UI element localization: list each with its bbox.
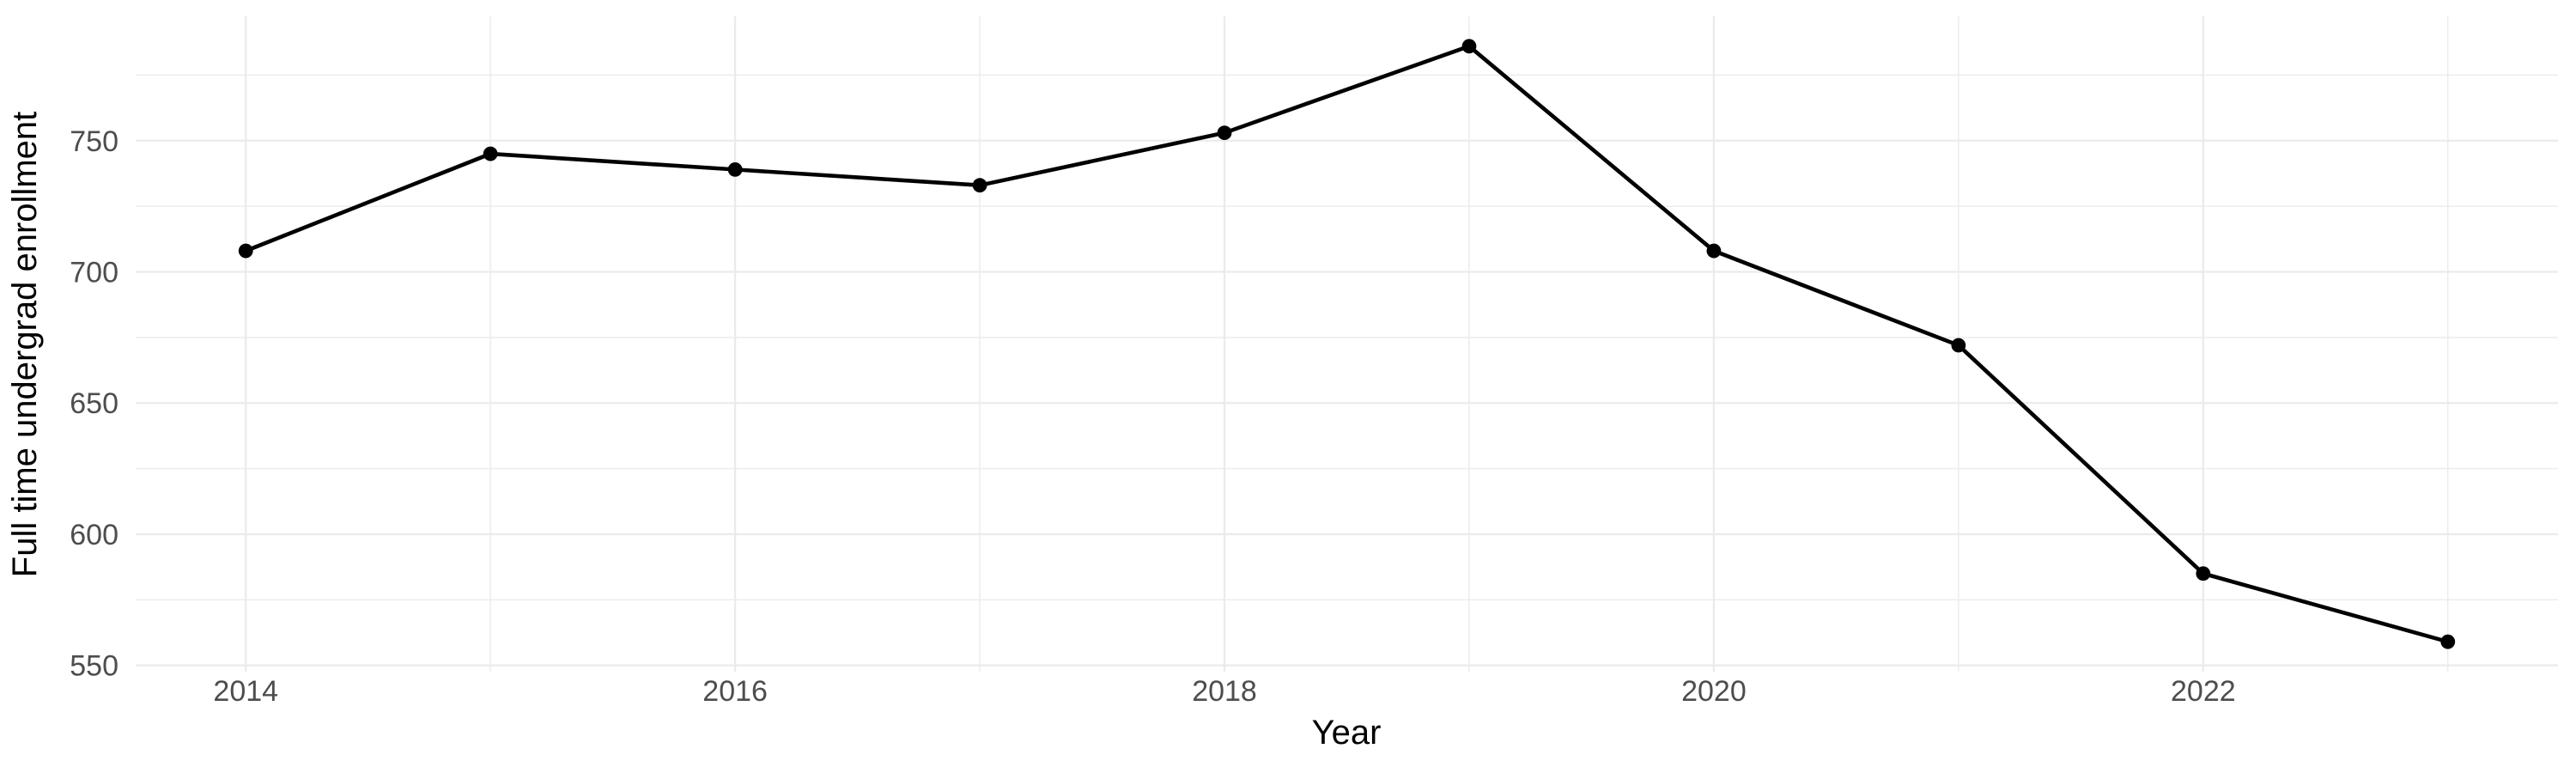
x-axis-title: Year — [1312, 714, 1382, 752]
data-point — [1951, 338, 1966, 353]
y-tick-label: 550 — [70, 650, 118, 683]
data-point — [238, 243, 253, 259]
data-series — [238, 39, 2456, 649]
x-tick-label: 2018 — [1192, 675, 1257, 708]
data-point — [1217, 125, 1232, 141]
major-gridlines — [136, 16, 2558, 672]
x-tick-label: 2022 — [2171, 675, 2236, 708]
y-axis-tick-labels: 550 600 650 700 750 — [70, 125, 118, 683]
data-point — [972, 178, 987, 193]
x-axis-tick-labels: 2014 2016 2018 2020 2022 — [213, 675, 2235, 708]
data-point — [483, 146, 498, 161]
data-point — [2440, 634, 2456, 649]
y-axis-title: Full time undergrad enrollment — [6, 112, 44, 577]
y-tick-label: 700 — [70, 257, 118, 289]
y-tick-label: 600 — [70, 519, 118, 551]
data-point — [1706, 243, 1722, 259]
data-point — [2196, 566, 2211, 581]
data-point — [1461, 39, 1477, 54]
series-line — [243, 44, 2451, 644]
minor-gridlines — [136, 16, 2558, 672]
x-tick-label: 2020 — [1681, 675, 1747, 708]
data-point — [727, 161, 743, 177]
x-tick-label: 2016 — [702, 675, 768, 708]
y-tick-label: 650 — [70, 387, 118, 420]
y-tick-label: 750 — [70, 125, 118, 158]
x-tick-label: 2014 — [213, 675, 278, 708]
